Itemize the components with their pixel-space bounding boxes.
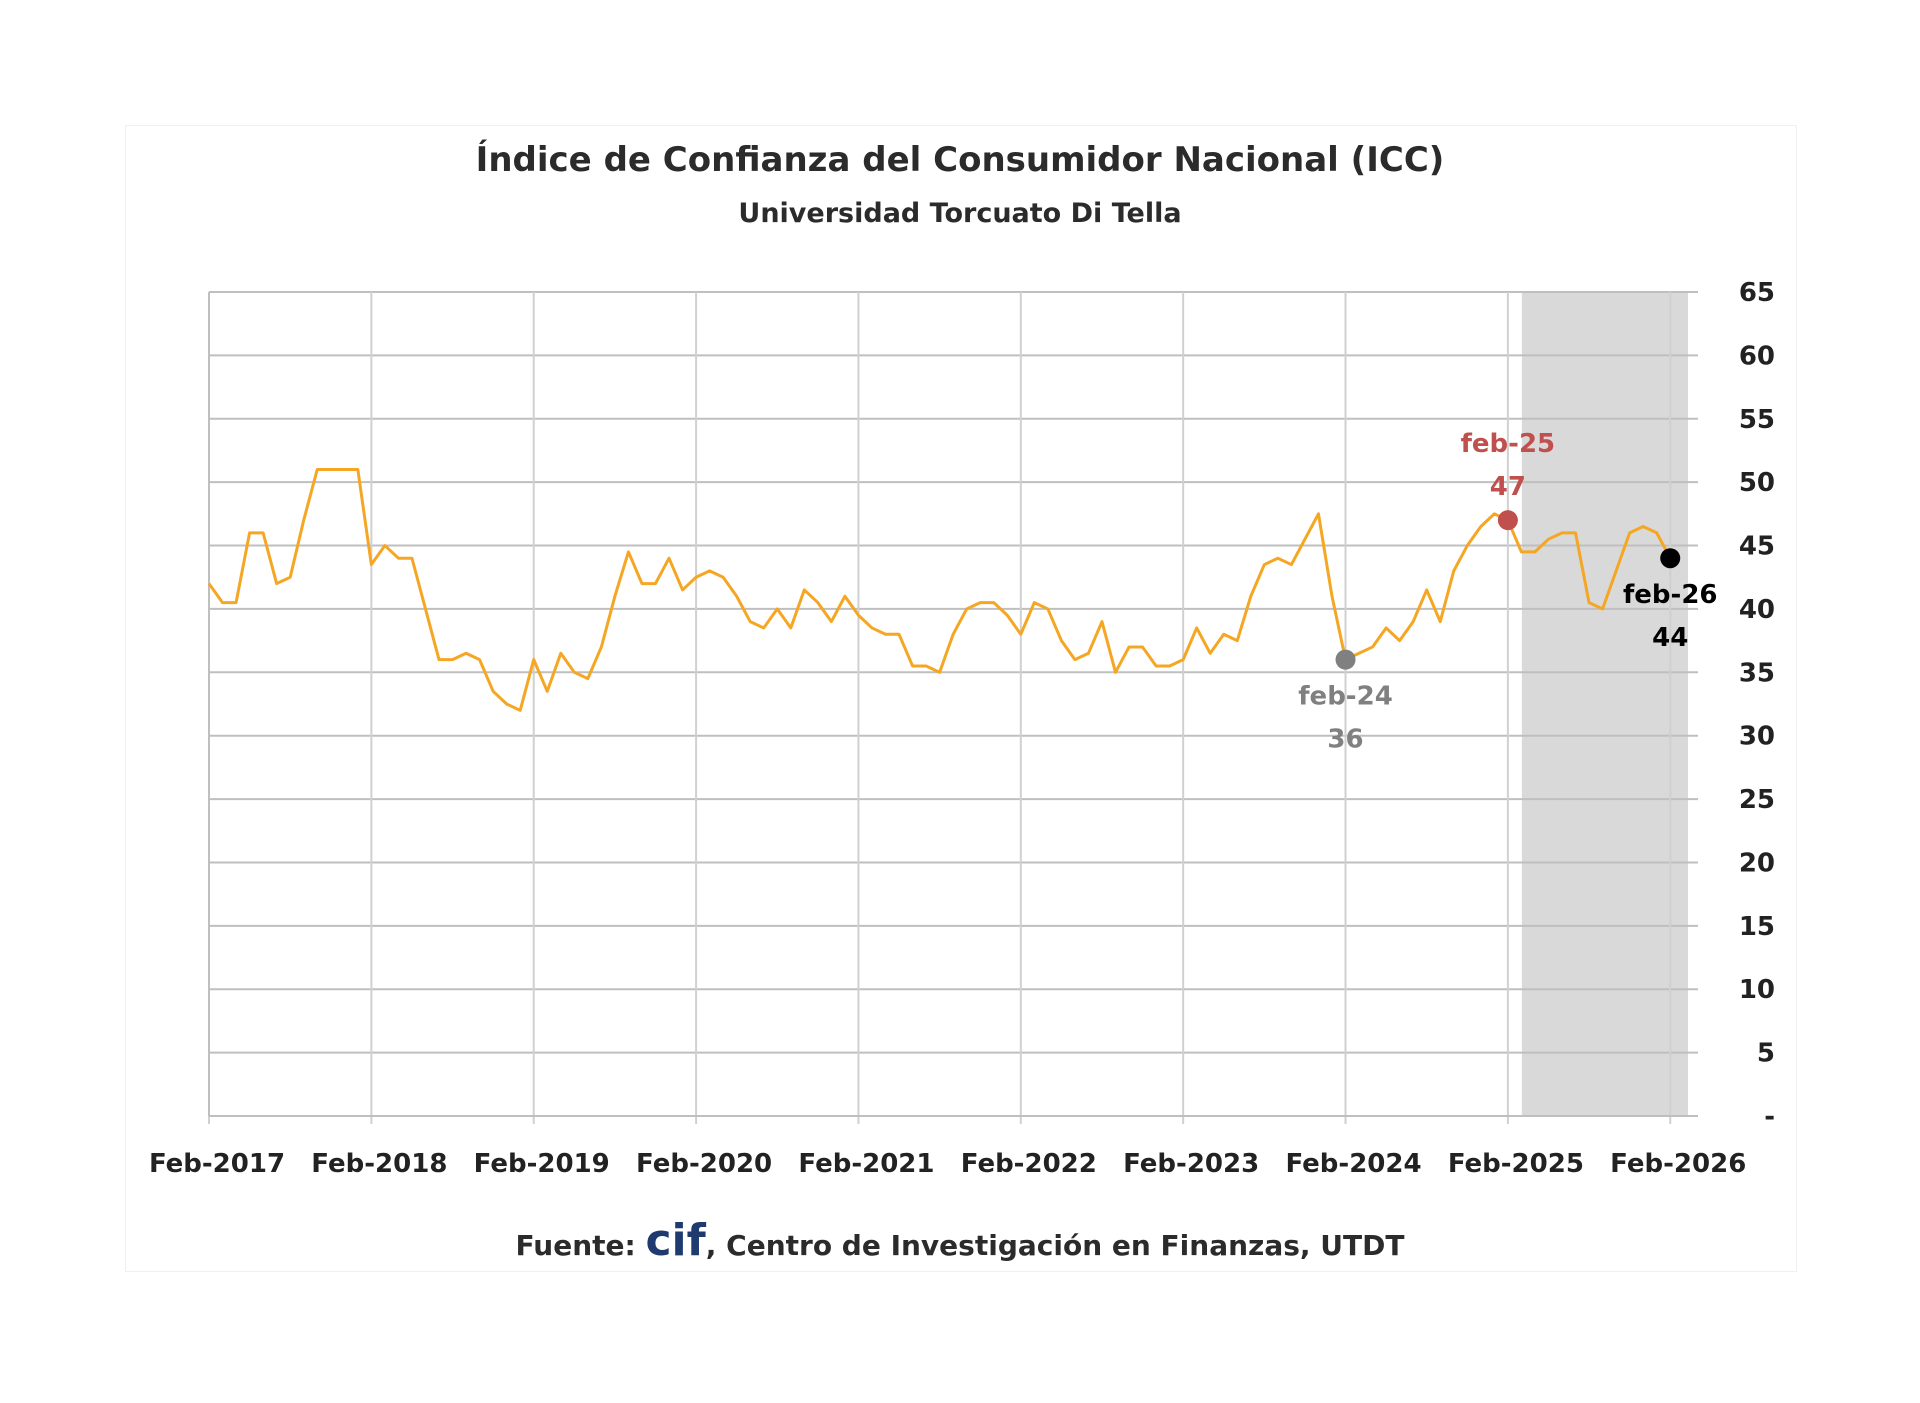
y-tick-label: 50 bbox=[1739, 468, 1775, 498]
y-tick-label: 65 bbox=[1739, 278, 1775, 308]
y-tick-label: 10 bbox=[1739, 975, 1775, 1005]
x-tick-label: Feb-2017 bbox=[149, 1149, 285, 1179]
annotation-label: feb-25 bbox=[1461, 429, 1556, 459]
y-tick-label: 25 bbox=[1739, 785, 1775, 815]
annotation-marker bbox=[1660, 548, 1681, 569]
x-tick-label: Feb-2022 bbox=[961, 1149, 1097, 1179]
y-tick-label: - bbox=[1764, 1102, 1775, 1132]
annotation-value: 36 bbox=[1327, 725, 1363, 755]
chart-card bbox=[125, 125, 1797, 1272]
y-tick-label: 20 bbox=[1739, 848, 1775, 878]
y-tick-label: 55 bbox=[1739, 405, 1775, 435]
cif-logo: cif bbox=[645, 1215, 706, 1266]
source-prefix: Fuente: bbox=[515, 1229, 646, 1262]
x-tick-label: Feb-2019 bbox=[474, 1149, 610, 1179]
x-tick-label: Feb-2025 bbox=[1448, 1149, 1584, 1179]
chart-subtitle: Universidad Torcuato Di Tella bbox=[738, 198, 1182, 229]
source-note: Fuente: cif, Centro de Investigación en … bbox=[0, 1215, 1920, 1266]
series-line bbox=[207, 467, 1672, 712]
y-tick-label: 60 bbox=[1739, 341, 1775, 371]
y-tick-label: 5 bbox=[1757, 1039, 1775, 1069]
annotation-value: 47 bbox=[1490, 472, 1526, 502]
annotation-label: feb-26 bbox=[1623, 580, 1718, 610]
annotation-marker bbox=[1497, 510, 1518, 531]
y-tick-label: 30 bbox=[1739, 722, 1775, 752]
x-tick-label: Feb-2023 bbox=[1123, 1149, 1259, 1179]
chart-title: Índice de Confianza del Consumidor Nacio… bbox=[475, 140, 1445, 180]
annotation-marker bbox=[1335, 649, 1356, 670]
y-tick-label: 15 bbox=[1739, 912, 1775, 942]
x-tick-label: Feb-2024 bbox=[1285, 1149, 1421, 1179]
y-tick-label: 40 bbox=[1739, 595, 1775, 625]
x-tick-label: Feb-2026 bbox=[1610, 1149, 1746, 1179]
y-tick-label: 35 bbox=[1739, 658, 1775, 688]
x-tick-label: Feb-2020 bbox=[636, 1149, 772, 1179]
x-tick-label: Feb-2018 bbox=[311, 1149, 447, 1179]
annotation-value: 44 bbox=[1652, 623, 1688, 653]
shaded-period bbox=[1521, 292, 1688, 1116]
annotation-label: feb-24 bbox=[1298, 682, 1393, 712]
y-tick-label: 45 bbox=[1739, 532, 1775, 562]
source-text: , Centro de Investigación en Finanzas, U… bbox=[705, 1229, 1405, 1262]
x-tick-label: Feb-2021 bbox=[798, 1149, 934, 1179]
